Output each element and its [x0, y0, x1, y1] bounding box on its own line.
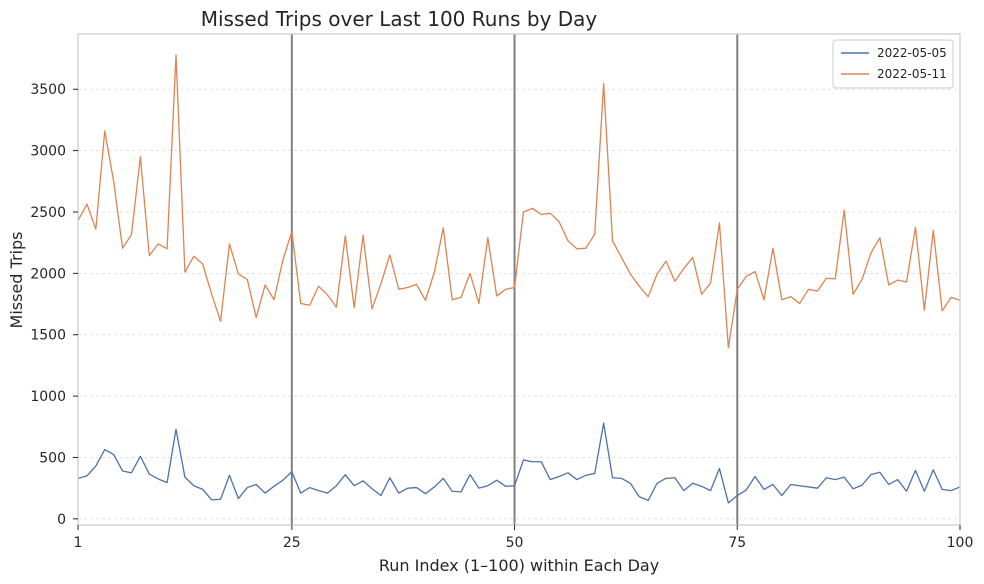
legend-box — [832, 39, 954, 89]
legend: 2022-05-05 2022-05-11 — [832, 39, 954, 89]
y-tick-label: 500 — [39, 450, 66, 466]
plot-frame — [77, 33, 961, 526]
legend-label: 2022-05-05 — [877, 46, 947, 60]
x-axis-title: Run Index (1–100) within Each Day — [379, 556, 659, 575]
y-tick-label: 3000 — [30, 144, 66, 160]
x-tick-label: 75 — [728, 535, 746, 551]
y-tick-label: 0 — [57, 512, 66, 528]
y-axis-ticks: 0 500 1000 1500 2000 2500 3000 3500 — [30, 82, 78, 528]
vertical-reference-lines — [290, 34, 739, 525]
grid-lines — [78, 88, 960, 520]
series-line-2 — [77, 54, 961, 349]
y-tick-label: 1000 — [30, 389, 66, 405]
y-axis-title: Missed Trips — [7, 232, 26, 329]
x-tick-label: 25 — [283, 535, 301, 551]
series-lines — [77, 54, 961, 504]
y-tick-label: 1500 — [30, 328, 66, 344]
chart-title: Missed Trips over Last 100 Runs by Day — [201, 7, 598, 31]
series-line-1 — [77, 422, 961, 504]
x-tick-label: 1 — [74, 535, 83, 551]
y-tick-label: 2500 — [30, 205, 66, 221]
x-tick-label: 50 — [506, 535, 524, 551]
x-axis-ticks: 1 25 50 75 100 — [74, 525, 974, 551]
y-tick-label: 2000 — [30, 266, 66, 282]
legend-label: 2022-05-11 — [877, 67, 947, 81]
x-tick-label: 100 — [947, 535, 974, 551]
y-tick-label: 3500 — [30, 82, 66, 98]
